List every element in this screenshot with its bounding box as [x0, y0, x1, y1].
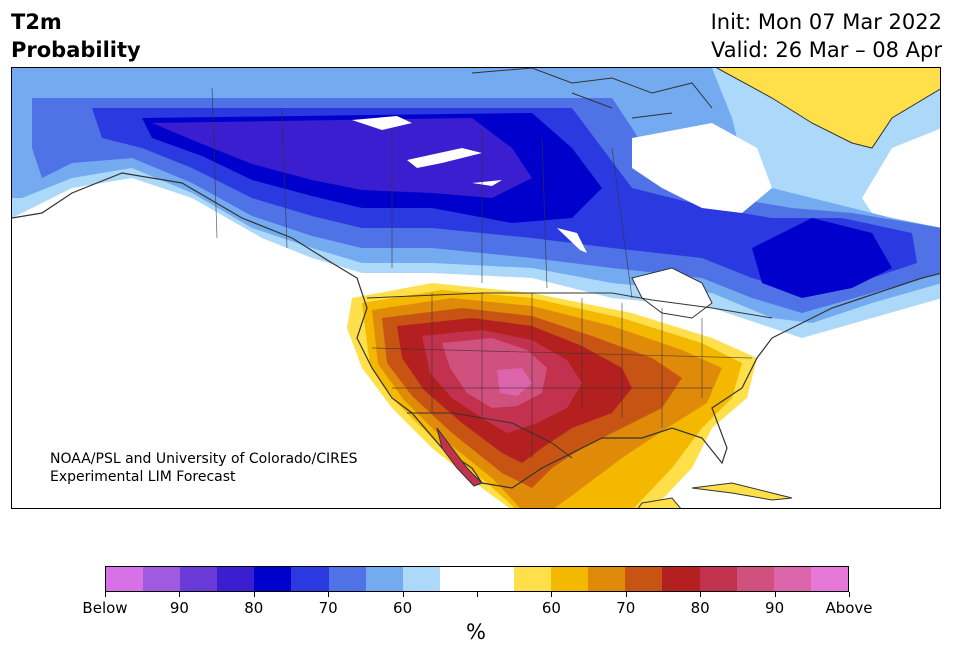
colorbar-tick [700, 592, 702, 597]
cuba [691, 482, 793, 501]
hispaniola [637, 497, 681, 508]
hudson-bay [632, 123, 772, 213]
colorbar-tick-label: Above [825, 599, 873, 617]
colorbar-segment [217, 567, 255, 591]
map-canvas [12, 68, 940, 508]
great-slave-lake [407, 148, 482, 168]
cold-east-core [752, 218, 892, 298]
colorbar-tick-label: 80 [244, 599, 264, 617]
lake-athabasca [472, 180, 502, 186]
colorbar-segment [810, 567, 848, 591]
title-variable: T2m [11, 10, 62, 34]
colorbar-segment [773, 567, 811, 591]
colorbar-segment [476, 567, 515, 591]
colorbar-tick [551, 592, 553, 597]
colorbar-tick [402, 592, 404, 597]
cold-core-region [152, 118, 532, 198]
baja-california [436, 427, 483, 487]
colorbar-segment [328, 567, 366, 591]
colorbar-tick-label: 70 [616, 599, 636, 617]
colorbar-tick [477, 592, 478, 597]
colorbar-tick-label: 70 [318, 599, 338, 617]
colorbar [105, 566, 849, 592]
credit-line-2: Experimental LIM Forecast [50, 469, 236, 485]
colorbar-tick-label: Below [82, 599, 128, 617]
colorbar-segment [402, 567, 440, 591]
colorbar-segment [625, 567, 663, 591]
colorbar-unit: % [466, 620, 486, 644]
greenland-coast [716, 68, 940, 149]
colorbar-segment [291, 567, 329, 591]
colorbar-tick [328, 592, 330, 597]
arctic-islands [471, 68, 713, 119]
colorbar-tick [179, 592, 181, 597]
coastline-east [771, 272, 940, 339]
state-lines [371, 293, 753, 458]
great-bear-lake [352, 116, 412, 130]
colorbar-tick [625, 592, 627, 597]
colorbar-tick-label: 60 [541, 599, 561, 617]
colorbar-tick [849, 592, 850, 597]
colorbar-tick-label: 80 [690, 599, 710, 617]
colorbar-segment [365, 567, 403, 591]
credit-line-1: NOAA/PSL and University of Colorado/CIRE… [50, 451, 358, 467]
map-credit: NOAA/PSL and University of Colorado/CIRE… [50, 450, 358, 486]
valid-range: Valid: 26 Mar – 08 Apr [711, 38, 942, 62]
colorbar-segment [439, 567, 477, 591]
colorbar-segment [143, 567, 181, 591]
colorbar-segment [514, 567, 552, 591]
colorbar-tick [774, 592, 776, 597]
colorbar-segment [588, 567, 626, 591]
title-type: Probability [11, 38, 141, 62]
lake-winnipeg [557, 228, 587, 253]
colorbar-segment [699, 567, 737, 591]
us-mexico-border [407, 412, 573, 459]
coastline-west [12, 172, 483, 484]
probability-map: NOAA/PSL and University of Colorado/CIRE… [11, 67, 941, 509]
greenland-warm-region [717, 68, 940, 148]
colorbar-segment [254, 567, 292, 591]
colorbar-segment [551, 567, 589, 591]
colorbar-tick [105, 592, 106, 597]
colorbar-segment [180, 567, 218, 591]
coastline-gulf [481, 337, 773, 489]
title-left: T2m Probability [11, 8, 141, 64]
colorbar-segment [662, 567, 700, 591]
title-right: Init: Mon 07 Mar 2022 Valid: 26 Mar – 08… [711, 8, 942, 64]
warm-peak-region [497, 368, 532, 396]
colorbar-tick-label: 90 [169, 599, 189, 617]
colorbar-segment [106, 567, 144, 591]
colorbar-tick-label: 60 [393, 599, 413, 617]
colorbar-segment [736, 567, 774, 591]
colorbar-tick-label: 90 [765, 599, 785, 617]
province-lines [211, 87, 633, 299]
init-date: Init: Mon 07 Mar 2022 [710, 10, 942, 34]
colorbar-tick [253, 592, 255, 597]
